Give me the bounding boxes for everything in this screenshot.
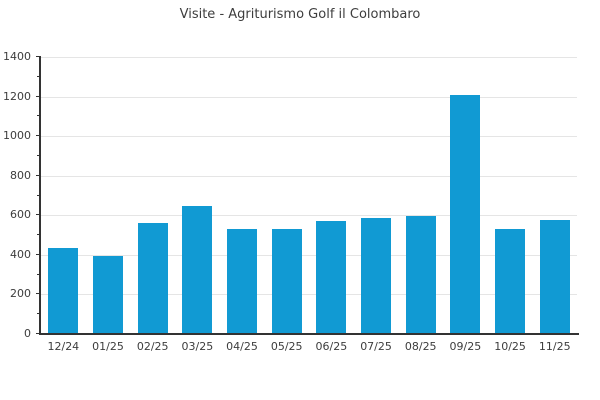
y-axis-line <box>39 57 41 334</box>
bar-slot <box>354 57 399 334</box>
x-axis-label: 12/24 <box>47 340 80 353</box>
bar <box>495 229 526 334</box>
x-axis-label: 09/25 <box>449 340 482 353</box>
gridline <box>41 136 577 138</box>
gridline <box>41 215 577 217</box>
bar-slot <box>86 57 131 334</box>
y-axis-tick <box>36 174 41 176</box>
y-axis-tick <box>36 293 41 295</box>
plot-area <box>36 56 577 334</box>
bar <box>271 229 302 334</box>
gridline <box>41 96 577 98</box>
x-axis-label: 08/25 <box>404 340 437 353</box>
bar-slot <box>443 57 488 334</box>
y-axis-label: 0 <box>24 327 31 340</box>
bars-row <box>41 57 577 334</box>
bar <box>539 220 570 334</box>
y-axis-label: 1400 <box>3 50 31 63</box>
y-axis-tick <box>36 95 41 97</box>
bar <box>48 247 79 334</box>
x-axis-label: 03/25 <box>181 340 214 353</box>
bar <box>405 216 436 334</box>
x-axis-label: 11/25 <box>538 340 571 353</box>
y-axis-tick <box>36 253 41 255</box>
bar <box>137 223 168 334</box>
x-axis-labels: 12/24 01/25 02/25 03/25 04/25 05/25 06/25 07/25… <box>41 340 577 353</box>
bar-slot <box>488 57 533 334</box>
x-axis-line <box>39 333 579 335</box>
chart-title: Visite - Agriturismo Golf il Colombaro <box>179 7 421 22</box>
bar-slot <box>41 57 86 334</box>
bar-slot <box>264 57 309 334</box>
y-axis-label: 1200 <box>3 89 31 103</box>
bar-slot <box>220 57 265 334</box>
bar <box>93 255 123 334</box>
y-axis-tick <box>36 214 41 216</box>
bar <box>227 229 258 334</box>
y-axis-labels: 0 200 400 600 800 1000 1200 1400 <box>0 0 39 400</box>
gridline <box>41 254 577 256</box>
x-axis-label: 05/25 <box>270 340 303 353</box>
gridline <box>41 175 577 177</box>
bar <box>316 221 347 334</box>
bar-slot <box>130 57 175 334</box>
gridline <box>41 57 577 58</box>
y-axis-tick <box>36 135 41 137</box>
y-axis-label: 600 <box>10 208 31 222</box>
x-axis-label: 06/25 <box>315 340 348 353</box>
x-axis-label: 01/25 <box>92 340 124 353</box>
x-axis-label: 02/25 <box>136 340 169 353</box>
y-axis-label: 800 <box>10 168 31 182</box>
y-axis-label: 200 <box>10 287 31 301</box>
y-axis-tick <box>36 56 41 57</box>
bar <box>450 94 481 334</box>
gridline <box>41 294 577 296</box>
bar-slot <box>532 57 577 334</box>
x-axis-label: 10/25 <box>494 340 526 353</box>
bar-slot <box>398 57 443 334</box>
bar-slot <box>309 57 354 334</box>
bar-slot <box>175 57 220 334</box>
bar <box>182 206 213 334</box>
bar <box>361 218 392 334</box>
x-axis-label: 04/25 <box>226 340 258 353</box>
x-axis-label: 07/25 <box>360 340 392 353</box>
y-axis-label: 1000 <box>3 129 31 143</box>
y-axis-tick <box>36 333 41 334</box>
y-axis-label: 400 <box>10 247 31 261</box>
